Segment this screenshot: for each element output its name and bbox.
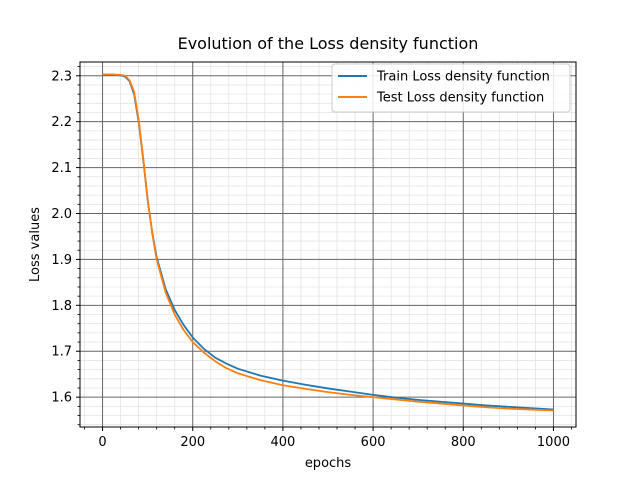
x-tick-label: 200: [180, 435, 205, 450]
x-tick-label: 1000: [537, 435, 570, 450]
chart-title: Evolution of the Loss density function: [178, 34, 479, 53]
legend-box: [331, 63, 571, 113]
y-tick-label: 2.2: [51, 115, 72, 130]
x-tick-label: 0: [98, 435, 106, 450]
plot-area: [80, 62, 576, 427]
major-grid: [80, 62, 576, 427]
axis-ticks: [76, 66, 572, 431]
legend: Train Loss density function Test Loss de…: [331, 63, 571, 113]
y-tick-label: 1.6: [51, 391, 72, 406]
y-tick-label: 1.8: [51, 299, 72, 314]
plot-frame: [79, 61, 577, 428]
tick-labels: 0 200 400 600 800 1000 1.6 1.7 1.8 1.9 2.0 2.1 2.2 2.…: [51, 69, 570, 450]
y-tick-label: 2.0: [51, 207, 72, 222]
y-tick-label: 1.9: [51, 253, 72, 268]
x-axis-label: epochs: [305, 456, 352, 471]
y-tick-label: 2.3: [51, 69, 72, 84]
series-layer: [102, 73, 554, 412]
x-tick-label: 800: [451, 435, 476, 450]
minor-grid: [80, 62, 576, 427]
x-tick-label: 600: [361, 435, 386, 450]
test-loss-line: [102, 73, 554, 412]
y-tick-label: 1.7: [51, 345, 72, 360]
legend-label-test: Test Loss density function: [376, 91, 544, 106]
y-axis-label: Loss values: [28, 207, 43, 282]
legend-label-train: Train Loss density function: [376, 70, 550, 85]
x-tick-label: 400: [270, 435, 295, 450]
y-tick-label: 2.1: [51, 161, 72, 176]
